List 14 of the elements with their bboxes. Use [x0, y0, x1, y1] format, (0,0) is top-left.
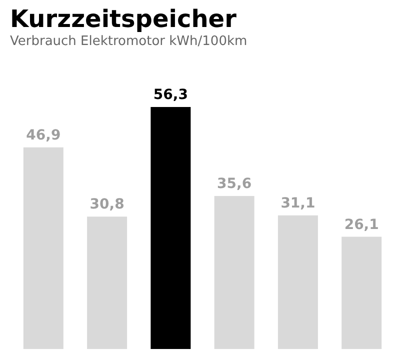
- data-label: 35,6: [217, 176, 252, 192]
- bar: [342, 236, 382, 349]
- data-label: 30,8: [90, 196, 124, 213]
- bar: [87, 216, 128, 349]
- bar: [23, 147, 64, 349]
- data-label: 31,1: [280, 195, 316, 212]
- chart-title: Kurzzeitspeicher: [10, 5, 237, 33]
- bar: [214, 196, 254, 349]
- data-label: 26,1: [344, 216, 379, 233]
- data-label: 56,3: [153, 87, 188, 103]
- bar: [278, 215, 318, 349]
- bar: [150, 107, 191, 349]
- data-label: 46,9: [26, 127, 61, 144]
- chart-subtitle: Verbrauch Elektromotor kWh/100km: [10, 34, 248, 49]
